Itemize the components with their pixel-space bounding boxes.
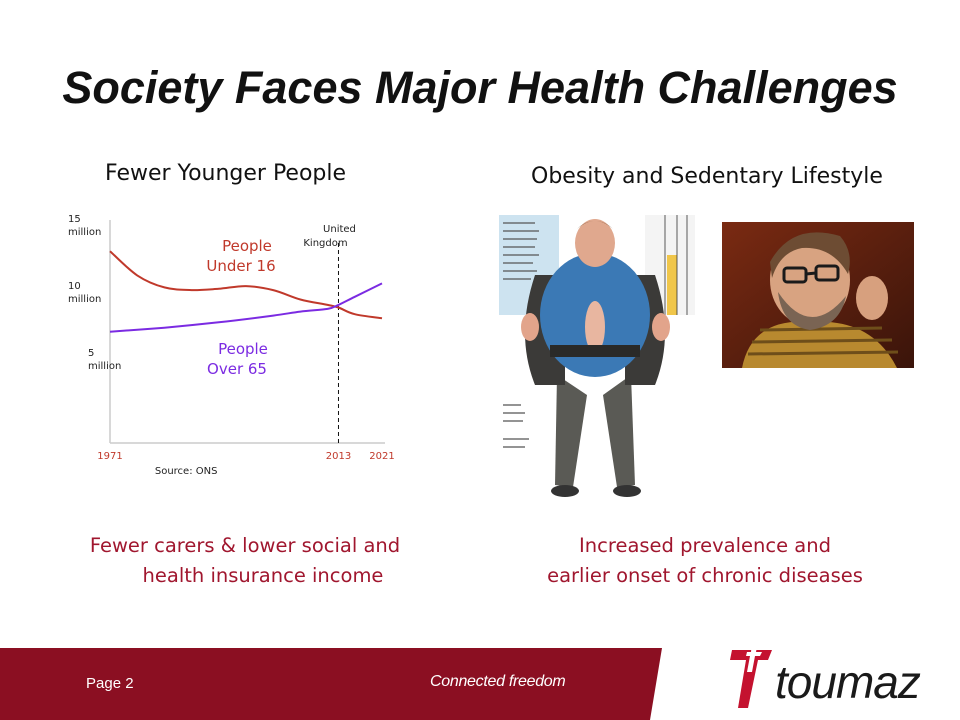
footer-bar bbox=[0, 648, 662, 720]
toumaz-logo-text: toumaz bbox=[775, 656, 921, 708]
right-column-heading: Obesity and Sedentary Lifestyle bbox=[531, 164, 883, 189]
left-caption-line2: health insurance income bbox=[142, 564, 384, 587]
page-number: Page 2 bbox=[86, 675, 134, 692]
sleeping-man-photo bbox=[722, 222, 914, 368]
right-caption-line2: earlier onset of chronic diseases bbox=[547, 564, 863, 587]
footer-tagline: Connected freedom bbox=[430, 673, 566, 690]
series-label: People Over 65 bbox=[207, 340, 268, 378]
obese-man-photo bbox=[495, 215, 695, 505]
x-tick-label: 1971 bbox=[97, 451, 122, 462]
y-tick-label: 10 million bbox=[68, 281, 101, 305]
left-caption: Fewer carers & lower social and health i… bbox=[60, 531, 430, 591]
chart-source-label: Source: ONS bbox=[155, 466, 218, 477]
slide-title: Society Faces Major Health Challenges bbox=[62, 62, 898, 113]
right-caption-line1: Increased prevalence and bbox=[579, 534, 831, 557]
right-caption: Increased prevalence and earlier onset o… bbox=[515, 531, 895, 591]
x-tick-label: 2013 bbox=[326, 451, 351, 462]
y-tick-label: 15 million bbox=[68, 215, 101, 238]
y-tick-label: 5 million bbox=[88, 348, 121, 372]
x-tick-label: 2021 bbox=[369, 451, 394, 462]
series-line bbox=[109, 250, 383, 320]
series-line bbox=[109, 282, 383, 333]
left-column-heading: Fewer Younger People bbox=[105, 161, 347, 186]
toumaz-logo-icon bbox=[730, 642, 772, 708]
series-label: People Under 16 bbox=[206, 237, 275, 275]
population-line-chart: 15 million 10 million 5 million 1971 2013 2021 So… bbox=[68, 215, 395, 477]
chart-labels: 15 million 10 million 5 million 1971 2013 2021 So… bbox=[68, 215, 395, 477]
chart-series bbox=[109, 250, 383, 333]
left-caption-line1: Fewer carers & lower social and bbox=[89, 534, 401, 557]
marker-label: United Kingdom bbox=[303, 224, 356, 249]
